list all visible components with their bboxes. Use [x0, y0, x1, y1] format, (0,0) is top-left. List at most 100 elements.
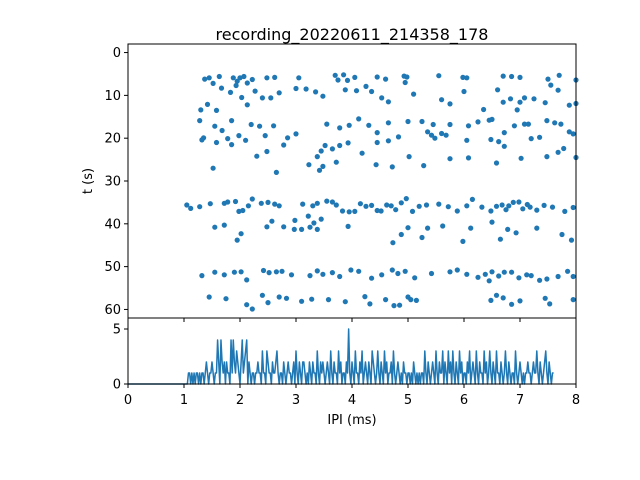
- raster-point: [443, 132, 449, 138]
- raster-point: [213, 139, 220, 146]
- raster-y-tick-label: 50: [104, 260, 121, 275]
- raster-point: [288, 272, 295, 278]
- raster-point: [238, 231, 244, 237]
- raster-point: [307, 224, 313, 230]
- raster-point: [559, 231, 565, 238]
- raster-point: [244, 102, 250, 108]
- raster-point: [337, 142, 343, 149]
- raster-point: [447, 156, 453, 162]
- raster-point: [346, 209, 352, 215]
- raster-point: [436, 201, 442, 207]
- raster-point: [225, 136, 231, 142]
- raster-point: [445, 204, 451, 210]
- raster-point: [542, 295, 548, 301]
- raster-point: [465, 155, 472, 161]
- histogram-x-tick-label: 5: [404, 393, 412, 408]
- raster-point: [391, 303, 397, 309]
- raster-point: [520, 206, 526, 212]
- raster-point: [556, 72, 562, 78]
- raster-point: [356, 268, 362, 274]
- raster-point: [260, 267, 267, 274]
- raster-point: [293, 85, 299, 92]
- raster-point: [570, 273, 576, 280]
- raster-point: [393, 207, 399, 213]
- raster-point: [383, 76, 389, 82]
- raster-point: [555, 273, 561, 280]
- raster-point: [314, 154, 320, 160]
- raster-point: [395, 134, 402, 140]
- raster-point: [254, 153, 260, 159]
- raster-point: [369, 202, 375, 208]
- histogram-line: [128, 328, 554, 385]
- raster-y-tick-label: 10: [104, 89, 121, 104]
- raster-point: [337, 273, 343, 280]
- raster-point: [454, 208, 460, 214]
- raster-point: [385, 120, 391, 126]
- raster-point: [239, 94, 245, 101]
- raster-point: [320, 271, 326, 277]
- raster-point: [379, 95, 385, 101]
- raster-point: [570, 297, 576, 303]
- raster-point: [544, 154, 550, 160]
- raster-point: [398, 231, 404, 238]
- histogram-y-tick-label: 0: [113, 378, 121, 393]
- raster-point: [489, 269, 495, 275]
- raster-point: [369, 275, 375, 281]
- raster-point: [335, 77, 341, 83]
- raster-point: [359, 150, 365, 156]
- raster-point: [421, 163, 427, 169]
- raster-point: [413, 297, 419, 303]
- raster-point: [325, 297, 332, 303]
- raster-point: [221, 222, 227, 228]
- raster-point: [198, 107, 204, 113]
- raster-axes: 0 10 20 30 40 50 60 t (s): [81, 43, 579, 322]
- raster-point: [363, 83, 369, 89]
- raster-point: [345, 140, 351, 146]
- raster-frame: [127, 43, 577, 319]
- raster-point: [493, 160, 500, 166]
- raster-point: [184, 202, 190, 208]
- raster-point: [229, 142, 235, 148]
- raster-point: [447, 101, 453, 107]
- raster-point: [273, 269, 279, 275]
- raster-point: [509, 269, 515, 275]
- raster-point: [199, 137, 205, 143]
- raster-point: [528, 273, 534, 279]
- raster-point: [513, 230, 519, 236]
- raster-point: [488, 297, 494, 303]
- raster-point: [332, 72, 338, 78]
- raster-point: [555, 87, 561, 93]
- raster-point: [464, 137, 470, 143]
- raster-point: [352, 74, 358, 80]
- histogram-x-tick-label: 1: [180, 393, 188, 408]
- raster-point: [197, 118, 203, 124]
- raster-point: [389, 267, 395, 273]
- raster-point: [299, 226, 305, 232]
- raster-point: [475, 274, 481, 280]
- raster-point: [379, 272, 385, 278]
- raster-point: [352, 208, 358, 214]
- raster-point: [493, 292, 500, 298]
- raster-point: [461, 88, 467, 95]
- raster-point: [357, 201, 363, 207]
- raster-point: [339, 208, 346, 214]
- raster-point: [363, 203, 369, 209]
- raster-point: [310, 203, 316, 209]
- raster-point: [266, 270, 272, 276]
- raster-point: [548, 82, 554, 88]
- raster-point: [273, 169, 279, 175]
- raster-point: [233, 82, 239, 89]
- raster-point: [566, 129, 572, 135]
- raster-point: [345, 223, 351, 229]
- raster-point: [342, 87, 348, 93]
- chart-title: recording_20220611_214358_178: [216, 25, 489, 45]
- raster-point: [206, 75, 212, 81]
- raster-point: [475, 119, 481, 125]
- raster-point: [249, 76, 255, 83]
- raster-point: [337, 125, 343, 131]
- raster-point: [440, 223, 446, 229]
- raster-point: [419, 118, 425, 125]
- raster-point: [570, 204, 576, 211]
- raster-point: [509, 301, 515, 307]
- raster-point: [390, 240, 396, 246]
